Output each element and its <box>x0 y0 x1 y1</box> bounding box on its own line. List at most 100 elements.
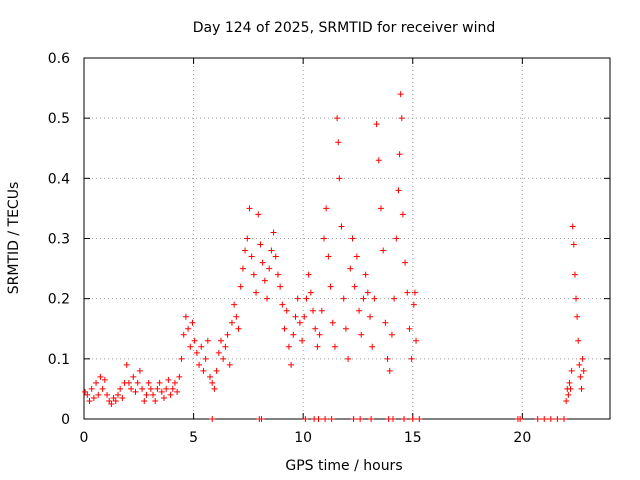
data-point <box>579 355 586 362</box>
data-point <box>318 307 325 314</box>
data-point <box>393 235 400 242</box>
y-axis-label: SRMTID / TECUs <box>6 182 22 295</box>
data-point <box>358 331 365 338</box>
data-point <box>299 337 306 344</box>
data-point <box>373 121 380 128</box>
data-point <box>176 373 183 380</box>
data-point <box>246 205 253 212</box>
data-point <box>114 391 121 398</box>
data-point <box>110 394 117 401</box>
data-point <box>279 301 286 308</box>
data-point <box>84 391 91 398</box>
data-point <box>272 253 279 260</box>
data-point <box>368 416 375 422</box>
data-point <box>345 355 352 362</box>
data-point <box>97 373 104 380</box>
data-point <box>416 416 423 422</box>
data-point <box>336 175 343 182</box>
data-point <box>296 319 303 326</box>
data-point <box>398 115 405 122</box>
data-point <box>312 325 319 332</box>
data-point <box>264 295 271 302</box>
x-tick-label: 10 <box>294 430 312 446</box>
x-tick-label: 20 <box>513 430 531 446</box>
data-point <box>375 157 382 164</box>
data-point <box>143 391 150 398</box>
data-point <box>283 307 290 314</box>
data-point <box>364 289 371 296</box>
data-point <box>574 313 581 320</box>
data-point <box>193 349 200 356</box>
data-point <box>82 388 89 395</box>
data-point <box>382 319 389 326</box>
data-point <box>253 289 260 296</box>
data-point <box>128 385 135 392</box>
data-point <box>408 355 415 362</box>
data-point <box>226 361 233 368</box>
data-point <box>211 385 218 392</box>
data-point <box>388 331 395 338</box>
data-point <box>163 385 170 392</box>
x-tick-label: 15 <box>404 430 422 446</box>
data-point <box>237 283 244 290</box>
data-point <box>90 394 97 401</box>
data-point <box>404 289 411 296</box>
y-tick-label: 0.4 <box>48 171 70 187</box>
data-point <box>101 376 108 383</box>
data-point <box>534 416 541 422</box>
data-point <box>233 313 240 320</box>
data-point <box>248 253 255 260</box>
data-point <box>323 205 330 212</box>
data-point <box>95 391 102 398</box>
data-point <box>391 295 398 302</box>
data-point <box>356 307 363 314</box>
data-point <box>165 376 172 383</box>
data-point <box>322 416 329 422</box>
data-point <box>410 301 417 308</box>
data-point <box>274 271 281 278</box>
data-point <box>305 271 312 278</box>
data-point <box>119 394 126 401</box>
data-point <box>99 385 106 392</box>
data-point <box>209 416 216 422</box>
data-point <box>93 379 100 386</box>
data-point <box>396 151 403 158</box>
data-point <box>108 400 115 407</box>
data-point <box>377 205 384 212</box>
data-point <box>158 388 165 395</box>
data-point <box>141 397 148 404</box>
data-point <box>347 265 354 272</box>
data-point <box>145 379 152 386</box>
data-point <box>202 355 209 362</box>
data-point <box>327 283 334 290</box>
y-tick-label: 0.6 <box>48 51 70 67</box>
data-point <box>255 211 262 218</box>
data-point <box>573 295 580 302</box>
data-point <box>156 379 163 386</box>
data-point <box>104 391 111 398</box>
data-point <box>167 391 174 398</box>
data-point <box>239 265 246 272</box>
data-point <box>231 301 238 308</box>
data-point <box>174 388 181 395</box>
data-point <box>180 331 187 338</box>
data-point <box>150 391 157 398</box>
data-point <box>547 416 554 422</box>
data-point <box>402 259 409 266</box>
data-point <box>570 241 577 248</box>
data-point <box>224 331 231 338</box>
data-point <box>335 139 342 146</box>
data-point <box>261 277 268 284</box>
data-point <box>400 416 407 422</box>
data-point <box>567 385 574 392</box>
data-point <box>132 388 139 395</box>
data-point <box>362 271 369 278</box>
data-point <box>390 416 397 422</box>
data-point <box>566 379 573 386</box>
x-axis-label: GPS time / hours <box>285 458 402 474</box>
data-point <box>207 373 214 380</box>
data-point <box>302 416 309 422</box>
data-point <box>386 367 393 374</box>
data-point <box>329 319 336 326</box>
